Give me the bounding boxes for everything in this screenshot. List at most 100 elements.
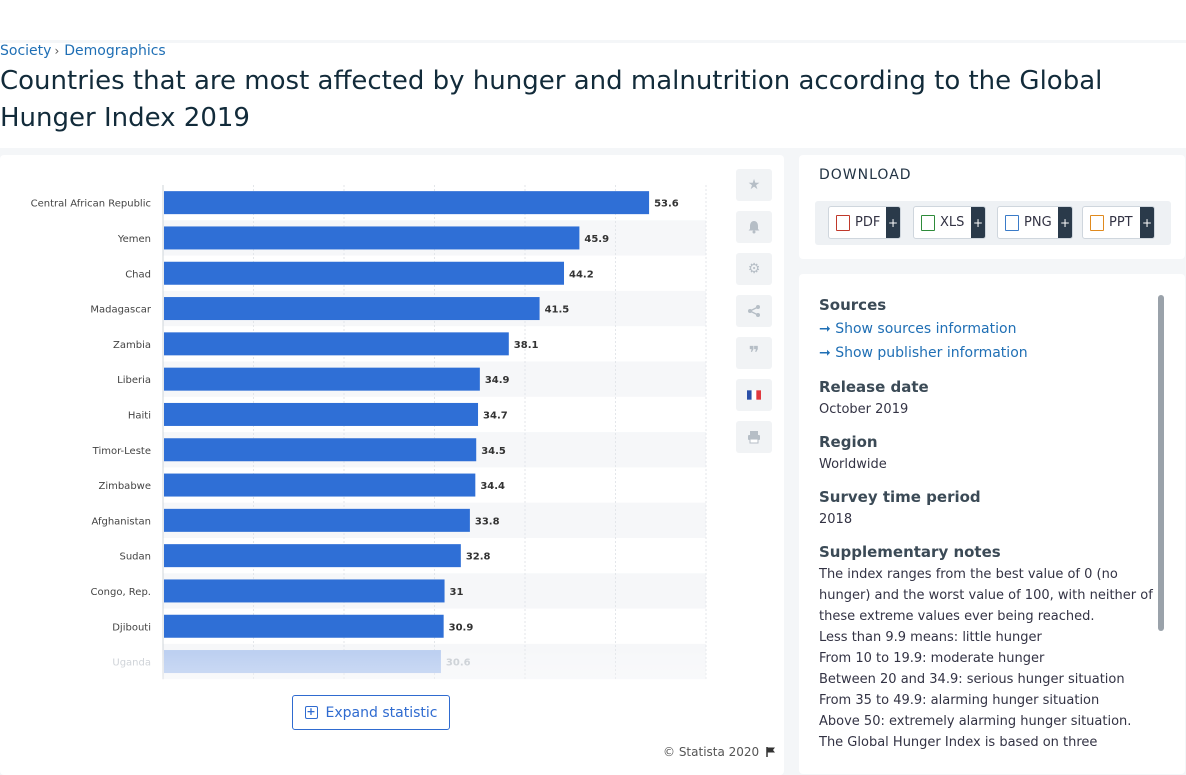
- download-xls-label: XLS: [940, 215, 965, 230]
- download-png-label: PNG: [1024, 215, 1052, 230]
- info-card: Sources ➞ Show sources information ➞ Sho…: [799, 274, 1185, 774]
- category-label: Djibouti: [112, 622, 151, 633]
- note-line: Above 50: extremely alarming hunger situ…: [819, 714, 1132, 729]
- bar[interactable]: [164, 367, 480, 391]
- category-label: Zimbabwe: [98, 481, 151, 492]
- chevron-right-icon: ›: [54, 44, 60, 58]
- category-label: Liberia: [117, 375, 151, 386]
- note-line: Between 20 and 34.9: serious hunger situ…: [819, 672, 1125, 687]
- category-label: Haiti: [128, 410, 151, 421]
- data-label: 32.8: [466, 552, 491, 563]
- supplementary-notes: The index ranges from the best value of …: [819, 564, 1153, 753]
- plus-icon: +: [886, 207, 900, 238]
- data-label: 34.9: [485, 375, 510, 386]
- print-icon[interactable]: [736, 421, 772, 453]
- category-label: Timor-Leste: [92, 446, 151, 457]
- category-label: Uganda: [112, 658, 151, 669]
- bar[interactable]: [164, 261, 565, 285]
- data-label: 30.9: [449, 622, 474, 633]
- data-label: 33.8: [475, 516, 500, 527]
- show-sources-link[interactable]: ➞ Show sources information: [819, 321, 1016, 337]
- region-value: Worldwide: [819, 457, 887, 472]
- plus-square-icon: +: [304, 705, 318, 719]
- download-title: DOWNLOAD: [819, 167, 912, 183]
- arrow-right-icon: ➞: [819, 345, 831, 361]
- survey-period-value: 2018: [819, 512, 853, 527]
- download-buttons: PDF + XLS + PNG + PPT +: [815, 201, 1171, 245]
- data-label: 34.5: [481, 446, 506, 457]
- expand-statistic-button[interactable]: + Expand statistic: [292, 695, 450, 730]
- share-icon[interactable]: [736, 295, 772, 327]
- download-png-button[interactable]: PNG +: [997, 206, 1073, 239]
- chart-card: Central African Republic 53.6 Yemen 45.9 Cha…: [0, 155, 784, 775]
- gear-icon[interactable]: ⚙: [736, 253, 772, 285]
- release-date-title: Release date: [819, 378, 929, 396]
- download-pdf-button[interactable]: PDF +: [828, 206, 901, 239]
- data-label: 34.4: [480, 481, 505, 492]
- category-label: Madagascar: [90, 305, 152, 316]
- category-label: Afghanistan: [91, 516, 151, 527]
- bar[interactable]: [164, 226, 580, 250]
- plus-icon: +: [1058, 207, 1072, 238]
- bar[interactable]: [164, 473, 476, 497]
- copyright: © Statista 2020: [663, 745, 777, 759]
- bar[interactable]: [164, 650, 441, 674]
- category-label: Congo, Rep.: [91, 587, 151, 598]
- plus-icon: +: [971, 207, 985, 238]
- data-label: 30.6: [446, 658, 471, 669]
- category-label: Central African Republic: [31, 199, 151, 210]
- download-ppt-button[interactable]: PPT +: [1082, 206, 1155, 239]
- bar[interactable]: [164, 191, 650, 215]
- note-line: hunger) and the worst value of 100, with…: [819, 588, 1153, 603]
- download-card: DOWNLOAD PDF + XLS + PNG + PPT +: [799, 155, 1185, 259]
- bar[interactable]: [164, 402, 479, 426]
- download-pdf-label: PDF: [855, 215, 881, 230]
- category-label: Sudan: [120, 552, 152, 563]
- data-label: 44.2: [569, 269, 594, 280]
- chart-toolbar: ★ ⚙ ❞: [736, 169, 772, 463]
- bar[interactable]: [164, 332, 509, 356]
- show-publisher-label: Show publisher information: [835, 345, 1028, 361]
- page-title: Countries that are most affected by hung…: [0, 63, 1130, 137]
- quote-icon[interactable]: ❞: [736, 337, 772, 369]
- copyright-text[interactable]: © Statista 2020: [663, 745, 760, 759]
- download-ppt-label: PPT: [1109, 215, 1133, 230]
- bar-chart: Central African Republic 53.6 Yemen 45.9 Cha…: [31, 185, 707, 680]
- show-publisher-link[interactable]: ➞ Show publisher information: [819, 345, 1028, 361]
- bar[interactable]: [164, 297, 540, 321]
- png-file-icon: [1005, 214, 1019, 231]
- plus-icon: +: [1140, 207, 1154, 238]
- data-label: 31: [450, 587, 464, 598]
- arrow-right-icon: ➞: [819, 321, 831, 337]
- bell-icon[interactable]: [736, 211, 772, 243]
- flag-icon[interactable]: [765, 746, 777, 758]
- breadcrumb-demographics[interactable]: Demographics: [64, 43, 166, 59]
- release-date-value: October 2019: [819, 402, 909, 417]
- category-label: Chad: [125, 269, 151, 280]
- info-scrollbar[interactable]: [1158, 295, 1164, 631]
- bar[interactable]: [164, 614, 444, 638]
- page-title-line2: Hunger Index 2019: [0, 103, 250, 133]
- data-label: 41.5: [545, 305, 570, 316]
- data-label: 45.9: [584, 234, 609, 245]
- bar[interactable]: [164, 544, 461, 568]
- category-label: Yemen: [117, 234, 151, 245]
- data-label: 38.1: [514, 340, 539, 351]
- bar[interactable]: [164, 579, 445, 603]
- survey-period-title: Survey time period: [819, 488, 981, 506]
- download-xls-button[interactable]: XLS +: [913, 206, 986, 239]
- star-icon[interactable]: ★: [736, 169, 772, 201]
- category-label: Zambia: [113, 340, 151, 351]
- bar[interactable]: [164, 438, 477, 462]
- breadcrumb-society[interactable]: Society: [0, 43, 52, 59]
- data-label: 34.7: [483, 410, 508, 421]
- page-title-line1: Countries that are most affected by hung…: [0, 66, 1103, 96]
- region-title: Region: [819, 433, 878, 451]
- french-flag-icon[interactable]: [736, 379, 772, 411]
- note-line: Less than 9.9 means: little hunger: [819, 630, 1042, 645]
- expand-statistic-label: Expand statistic: [325, 704, 438, 721]
- note-line: The index ranges from the best value of …: [819, 567, 1118, 582]
- data-label: 53.6: [654, 199, 679, 210]
- bar[interactable]: [164, 508, 470, 532]
- note-line: From 10 to 19.9: moderate hunger: [819, 651, 1045, 666]
